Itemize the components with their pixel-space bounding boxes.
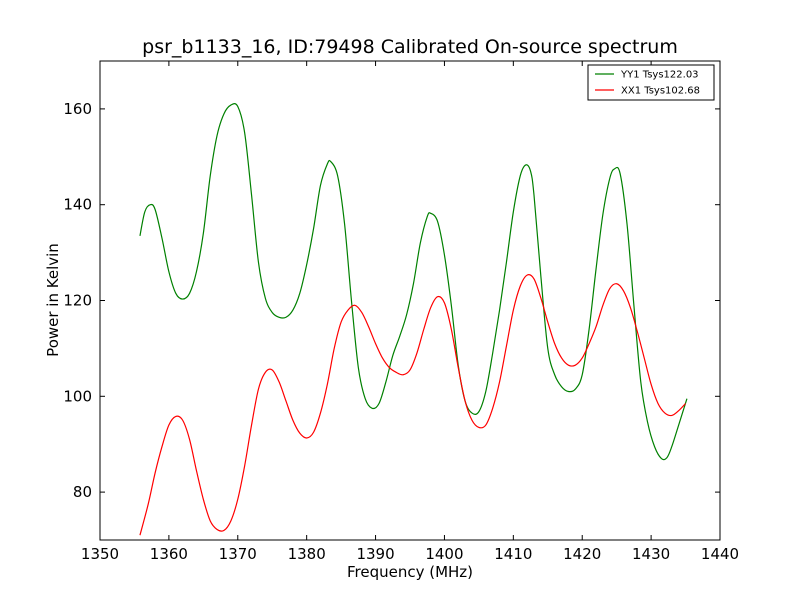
y-tick-label: 80	[73, 483, 92, 501]
y-tick-label: 120	[63, 292, 92, 310]
x-tick-label: 1390	[356, 545, 394, 563]
legend: YY1 Tsys122.03 XX1 Tsys102.68	[587, 64, 715, 101]
x-tick-label: 1410	[494, 545, 532, 563]
plot-lines	[139, 103, 688, 536]
chart-title: psr_b1133_16, ID:79498 Calibrated On-sou…	[142, 36, 678, 58]
y-tick-label: 100	[63, 387, 92, 405]
legend-label-xx1: XX1 Tsys102.68	[621, 86, 700, 97]
x-tick-label: 1430	[632, 545, 670, 563]
x-axis-title: Frequency (MHz)	[347, 563, 473, 581]
legend-label-yy1: YY1 Tsys122.03	[620, 70, 699, 81]
legend-box	[587, 64, 715, 101]
x-tick-label: 1440	[701, 545, 739, 563]
y-axis-title: Power in Kelvin	[44, 243, 62, 357]
x-axis-ticks: 1350 1360 1370 1380 1390 1400 1410 1420 1430 1440	[81, 61, 739, 563]
x-tick-label: 1380	[288, 545, 326, 563]
series-line-xx1	[139, 274, 686, 536]
x-tick-label: 1350	[81, 545, 119, 563]
y-axis-ticks: 80 100 120 140 160	[63, 100, 720, 501]
y-tick-label: 140	[63, 196, 92, 214]
x-tick-label: 1420	[563, 545, 601, 563]
y-tick-label: 160	[63, 100, 92, 118]
x-tick-label: 1370	[219, 545, 257, 563]
x-tick-label: 1400	[425, 545, 463, 563]
series-line-yy1	[139, 103, 688, 461]
x-tick-label: 1360	[150, 545, 188, 563]
